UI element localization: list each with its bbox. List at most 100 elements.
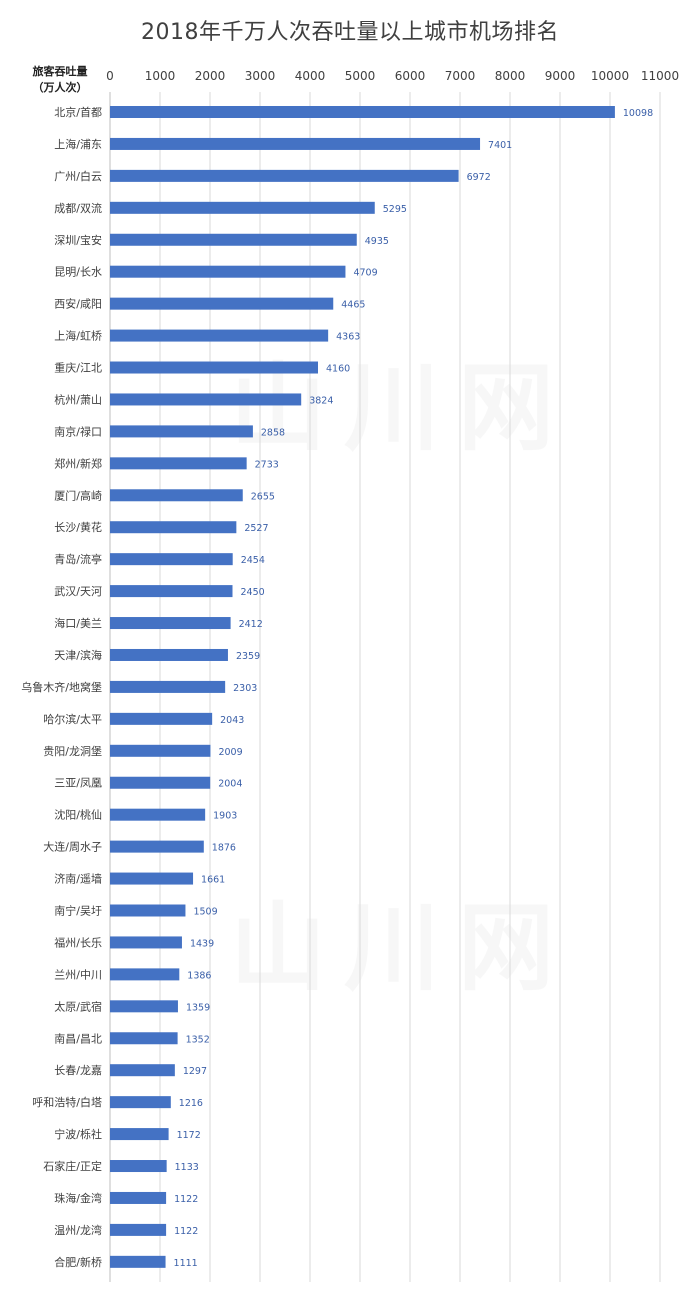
data-label: 1352 (186, 1034, 210, 1045)
category-label: 温州/龙湾 (54, 1223, 102, 1237)
x-tick-label: 7000 (445, 69, 476, 83)
category-label: 兰州/中川 (54, 968, 102, 981)
category-label: 珠海/金湾 (54, 1191, 102, 1205)
category-label: 海口/美兰 (54, 616, 102, 630)
category-label: 长沙/黄花 (54, 520, 102, 534)
data-label: 1172 (177, 1130, 201, 1141)
bar (110, 1032, 178, 1045)
data-label: 4465 (341, 300, 365, 311)
data-label: 1661 (201, 875, 225, 886)
data-label: 10098 (623, 108, 653, 119)
data-label: 5295 (383, 204, 407, 215)
data-label: 1133 (175, 1162, 199, 1173)
x-tick-label: 0 (106, 69, 114, 83)
bar (110, 808, 206, 821)
category-label: 福州/长乐 (54, 935, 102, 949)
data-label: 2359 (236, 651, 260, 662)
x-tick-label: 2000 (195, 69, 226, 83)
x-tick-label: 11000 (641, 69, 679, 83)
data-label: 2303 (233, 683, 257, 694)
x-tick-label: 4000 (295, 69, 326, 83)
category-label: 上海/虹桥 (54, 329, 102, 343)
bar (110, 936, 182, 949)
data-label: 2454 (241, 555, 265, 566)
data-label: 1439 (190, 938, 214, 949)
bar (110, 489, 243, 502)
data-label: 1122 (174, 1194, 198, 1205)
data-label: 2043 (220, 715, 244, 726)
x-tick-label: 5000 (345, 69, 376, 83)
data-label: 2527 (244, 523, 268, 534)
bar (110, 297, 334, 310)
category-label: 杭州/萧山 (54, 392, 102, 406)
y-axis-title-line1: 旅客吞吐量 (32, 65, 88, 78)
category-label-layer: 北京/首都上海/浦东广州/白云成都/双流深圳/宝安昆明/长水西安/咸阳上海/虹桥… (21, 105, 102, 1269)
data-label: 2004 (218, 779, 242, 790)
bar (110, 1255, 166, 1268)
category-label: 哈尔滨/太平 (43, 712, 102, 726)
data-label: 2009 (218, 747, 242, 758)
data-label: 2450 (241, 587, 265, 598)
y-axis-title: 旅客吞吐量 （万人次） (10, 64, 110, 96)
data-label: 3824 (309, 395, 333, 406)
category-label: 济南/遥墙 (54, 872, 102, 886)
bar-layer (110, 106, 615, 1268)
category-label: 呼和浩特/白塔 (32, 1095, 102, 1109)
data-label: 1509 (193, 907, 217, 918)
x-tick-label: 3000 (245, 69, 276, 83)
bar (110, 1128, 169, 1141)
x-tick-label: 6000 (395, 69, 426, 83)
bar (110, 712, 213, 725)
category-label: 重庆/江北 (54, 361, 102, 375)
bar (110, 393, 302, 406)
data-label: 4160 (326, 364, 350, 375)
category-label: 石家庄/正定 (43, 1159, 102, 1173)
y-axis-title-line2: （万人次） (32, 81, 88, 94)
category-label: 成都/双流 (54, 201, 102, 215)
bar (110, 968, 180, 981)
x-tick-label: 8000 (495, 69, 526, 83)
bar (110, 744, 211, 757)
category-label: 北京/首都 (54, 105, 102, 119)
category-label: 大连/周水子 (43, 840, 102, 854)
x-tick-label: 10000 (591, 69, 629, 83)
data-label: 2412 (239, 619, 263, 630)
bar (110, 457, 247, 470)
data-label: 4363 (336, 332, 360, 343)
bar (110, 1064, 175, 1077)
data-label: 2858 (261, 427, 285, 438)
category-label: 南宁/吴圩 (54, 904, 102, 918)
category-label: 武汉/天河 (54, 585, 102, 598)
data-label: 2733 (255, 459, 279, 470)
bar (110, 1000, 178, 1013)
data-label: 1122 (174, 1226, 198, 1237)
bar (110, 840, 204, 853)
bar (110, 776, 211, 789)
bar (110, 233, 357, 246)
category-label: 昆明/长水 (54, 266, 102, 279)
x-tick-label: 1000 (145, 69, 176, 83)
data-label: 1876 (212, 843, 236, 854)
bar (110, 585, 233, 598)
bar (110, 521, 237, 534)
data-label: 2655 (251, 491, 275, 502)
bar (110, 106, 615, 118)
bar (110, 1096, 171, 1109)
category-label: 南昌/昌北 (54, 1032, 102, 1045)
data-label: 1903 (213, 811, 237, 822)
category-label: 沈阳/桃仙 (54, 808, 102, 822)
category-label: 厦门/高崎 (54, 488, 102, 502)
category-label: 深圳/宝安 (54, 233, 102, 247)
data-label: 1359 (186, 1002, 210, 1013)
category-label: 乌鲁木齐/地窝堡 (21, 680, 102, 694)
category-label: 天津/滨海 (54, 648, 102, 662)
bar (110, 265, 346, 278)
bar (110, 329, 329, 342)
data-label: 1297 (183, 1066, 207, 1077)
data-label: 1386 (187, 970, 211, 981)
bar (110, 137, 481, 150)
category-label: 宁波/栎社 (54, 1127, 102, 1141)
category-label: 合肥/新桥 (54, 1255, 102, 1269)
data-label: 1216 (179, 1098, 203, 1109)
